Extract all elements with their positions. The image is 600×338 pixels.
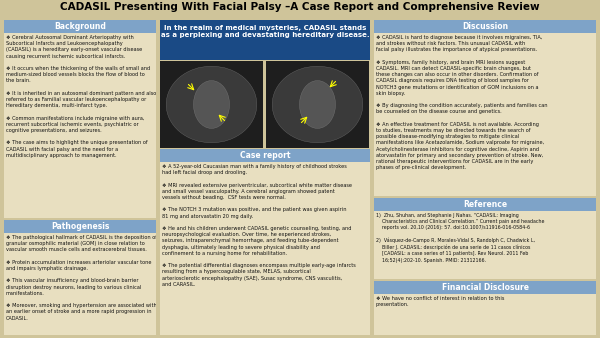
Bar <box>266 61 369 148</box>
Bar <box>374 20 596 33</box>
Bar <box>4 20 156 33</box>
Bar <box>374 33 596 196</box>
Bar <box>4 233 156 335</box>
Ellipse shape <box>193 80 230 128</box>
Text: CADASIL Presenting With Facial Palsy –A Case Report and Comprehensive Review: CADASIL Presenting With Facial Palsy –A … <box>60 2 540 12</box>
Bar <box>374 281 596 294</box>
Bar <box>160 162 370 335</box>
Bar <box>0 0 600 18</box>
Text: ❖ The pathological hallmark of CADASIL is the deposition of
granular osmophilic : ❖ The pathological hallmark of CADASIL i… <box>6 235 157 321</box>
Text: Case report: Case report <box>240 151 290 160</box>
Bar <box>374 198 596 211</box>
Text: Financial Disclosure: Financial Disclosure <box>442 283 529 292</box>
Text: ❖ Cerebral Autosomal Dominant Arteriopathy with
Subcortical Infarcts and Leukoen: ❖ Cerebral Autosomal Dominant Arteriopat… <box>6 35 156 158</box>
Ellipse shape <box>299 80 335 128</box>
Bar <box>4 220 156 233</box>
Text: In the realm of medical mysteries, CADASIL stands
as a perplexing and devastatin: In the realm of medical mysteries, CADAS… <box>161 25 370 39</box>
Text: Reference: Reference <box>463 200 507 209</box>
Bar <box>374 211 596 279</box>
Ellipse shape <box>272 66 363 143</box>
Text: Pathogenesis: Pathogenesis <box>51 222 109 231</box>
Text: 1)  Zhu, Shuhan, and Stephanie J Nahas. “CADASIL: Imaging
    Characteristics an: 1) Zhu, Shuhan, and Stephanie J Nahas. “… <box>376 213 545 263</box>
Text: ❖ We have no conflict of interest in relation to this
presentation.: ❖ We have no conflict of interest in rel… <box>376 296 505 307</box>
Text: ❖ A 52-year-old Caucasian man with a family history of childhood strokes
had lef: ❖ A 52-year-old Caucasian man with a fam… <box>162 164 356 287</box>
Text: Background: Background <box>54 22 106 31</box>
Bar <box>160 149 370 162</box>
Text: ❖ CADASIL is hard to diagnose because it involves migraines, TIA,
and strokes wi: ❖ CADASIL is hard to diagnose because it… <box>376 35 548 170</box>
Text: Discussion: Discussion <box>462 22 508 31</box>
Ellipse shape <box>166 66 257 143</box>
Bar <box>4 33 156 218</box>
Bar <box>160 20 370 60</box>
Bar <box>160 61 263 148</box>
Bar <box>374 294 596 335</box>
